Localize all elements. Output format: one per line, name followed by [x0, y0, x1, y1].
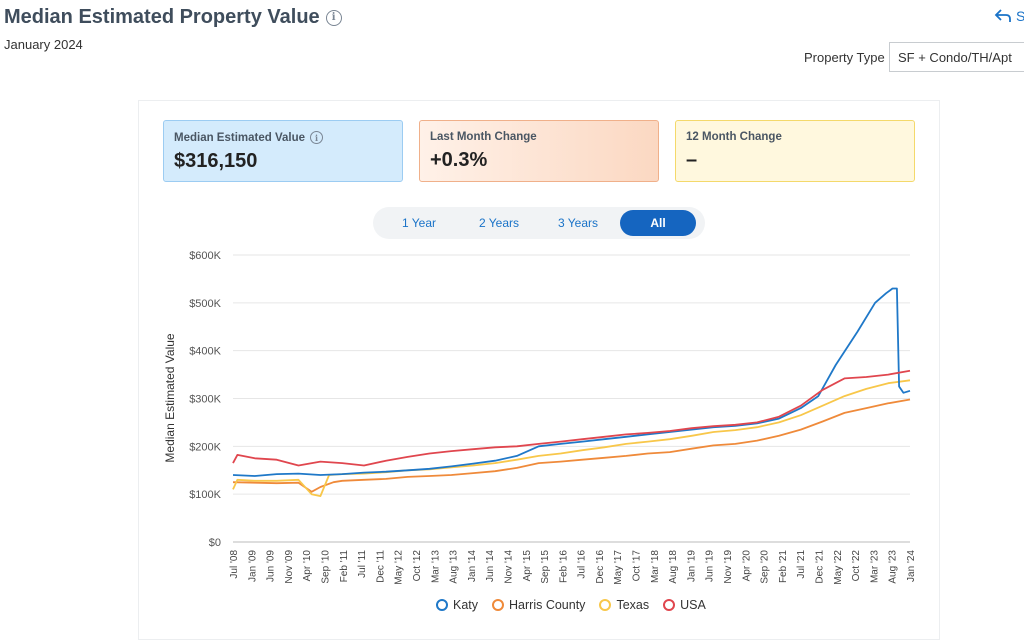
twelve-month-change-card: 12 Month Change –	[675, 120, 915, 182]
range-all[interactable]: All	[620, 210, 696, 236]
page-title: Median Estimated Property Value i	[4, 6, 342, 29]
property-type-label: Property Type	[804, 50, 885, 65]
card-label: Median Estimated Value	[174, 131, 306, 144]
legend-item-usa[interactable]: USA	[663, 598, 706, 612]
range-1-year[interactable]: 1 Year	[401, 216, 437, 230]
legend-label: Katy	[453, 598, 479, 612]
legend-dot	[492, 599, 505, 611]
share-button[interactable]: S	[994, 8, 1024, 24]
legend-item-texas[interactable]: Texas	[599, 598, 649, 612]
time-range-selector: 1 Year 2 Years 3 Years All	[373, 207, 705, 239]
legend-dot	[436, 599, 448, 611]
card-value: +0.3%	[430, 149, 488, 171]
median-value-card: Median Estimated Value i $316,150	[163, 120, 403, 182]
legend-dot	[663, 599, 676, 611]
card-label: Last Month Change	[430, 131, 537, 143]
card-label: 12 Month Change	[686, 131, 782, 143]
page-title-text: Median Estimated Property Value	[4, 6, 320, 28]
legend-item-katy[interactable]: Katy	[436, 598, 478, 612]
legend-item-harris-county[interactable]: Harris County	[492, 598, 585, 612]
legend-label: Harris County	[509, 598, 586, 612]
info-icon[interactable]: i	[310, 131, 324, 144]
share-label: S	[1016, 8, 1024, 24]
info-icon[interactable]: i	[325, 9, 342, 26]
report-date: January 2024	[4, 37, 83, 52]
card-value: –	[686, 149, 698, 171]
legend-label: USA	[680, 598, 706, 612]
legend-label: Texas	[616, 598, 650, 612]
range-2-years[interactable]: 2 Years	[478, 216, 520, 230]
range-3-years[interactable]: 3 Years	[557, 216, 599, 230]
chart-legend: Katy Harris County Texas USA	[436, 598, 706, 612]
property-type-select[interactable]: SF + Condo/TH/Apt	[889, 42, 1024, 72]
share-icon	[994, 9, 1011, 22]
last-month-change-card: Last Month Change +0.3%	[419, 120, 659, 182]
card-value: $316,150	[174, 150, 258, 172]
legend-dot	[599, 599, 612, 611]
